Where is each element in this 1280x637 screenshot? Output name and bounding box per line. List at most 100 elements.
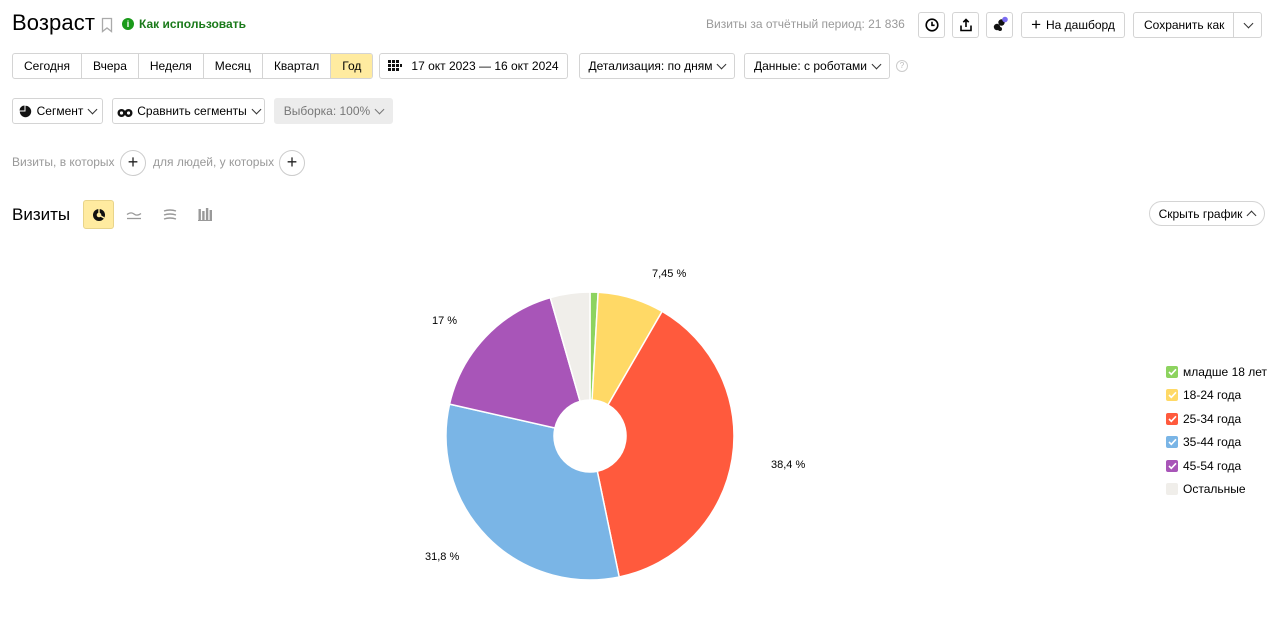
- compare-label: Сравнить сегменты: [137, 104, 247, 118]
- check-icon: [1167, 368, 1177, 376]
- legend-label: 45-54 года: [1183, 458, 1242, 473]
- legend-checkbox[interactable]: [1166, 389, 1178, 402]
- data-dropdown[interactable]: Данные: с роботами: [744, 53, 890, 79]
- bar-chart-icon: [197, 208, 212, 221]
- detail-label: Детализация: по дням: [588, 59, 713, 73]
- legend-item[interactable]: 25-34 года: [1166, 407, 1267, 431]
- pie-chart-icon: [92, 208, 105, 221]
- chevron-down-icon: [871, 59, 882, 69]
- legend-item[interactable]: 35-44 года: [1166, 431, 1267, 455]
- date-range-label: 17 окт 2023 — 16 окт 2024: [411, 59, 559, 73]
- tab-today[interactable]: Сегодня: [13, 54, 82, 78]
- help-icon[interactable]: ?: [896, 60, 908, 72]
- tab-month[interactable]: Месяц: [204, 54, 263, 78]
- detail-dropdown[interactable]: Детализация: по дням: [579, 53, 735, 79]
- line-view-button[interactable]: [118, 200, 149, 229]
- chevron-down-icon: [1243, 18, 1253, 28]
- compare-segments-dropdown[interactable]: Сравнить сегменты: [112, 98, 265, 124]
- save-as-label: Сохранить как: [1144, 18, 1225, 32]
- tab-label: Квартал: [273, 59, 320, 73]
- segment-dropdown[interactable]: Сегмент: [12, 98, 103, 124]
- tab-label: Месяц: [214, 59, 251, 73]
- check-icon: [1167, 415, 1177, 423]
- bookmark-icon[interactable]: [101, 17, 113, 33]
- howto-label: Как использовать: [139, 17, 246, 31]
- legend-label: Остальные: [1183, 482, 1246, 497]
- segment-icon: [19, 105, 31, 117]
- save-as-button[interactable]: Сохранить как: [1133, 12, 1262, 38]
- history-button[interactable]: [918, 12, 945, 38]
- chevron-down-icon: [87, 104, 98, 114]
- people-filter-label: для людей, у которых: [153, 155, 275, 169]
- sample-dropdown[interactable]: Выборка: 100%: [274, 98, 393, 124]
- legend-label: 25-34 года: [1183, 411, 1242, 426]
- tab-year[interactable]: Год: [331, 54, 373, 78]
- check-icon: [1167, 462, 1177, 470]
- legend-checkbox[interactable]: [1166, 459, 1178, 472]
- add-people-filter-button[interactable]: +: [279, 150, 305, 176]
- chevron-down-icon: [374, 104, 385, 114]
- tab-quarter[interactable]: Квартал: [263, 54, 332, 78]
- dashboard-label: На дашборд: [1046, 18, 1115, 32]
- line-chart-icon: [126, 211, 141, 219]
- legend-checkbox[interactable]: [1166, 365, 1178, 378]
- dashboard-button[interactable]: + На дашборд: [1021, 12, 1125, 38]
- pie-slice-3[interactable]: [445, 403, 621, 581]
- pie-view-button[interactable]: [83, 200, 114, 229]
- legend-label: 35-44 года: [1183, 435, 1242, 450]
- legend-checkbox[interactable]: [1166, 483, 1178, 496]
- pie-slice-2[interactable]: [596, 310, 735, 578]
- assistant-button[interactable]: [986, 12, 1013, 38]
- tab-yesterday[interactable]: Вчера: [82, 54, 139, 78]
- clock-icon: [924, 18, 939, 32]
- tab-week[interactable]: Неделя: [139, 54, 204, 78]
- hide-chart-button[interactable]: Скрыть график: [1149, 201, 1265, 226]
- tab-label: Неделя: [149, 59, 192, 73]
- chart-title: Визиты: [12, 205, 71, 224]
- tab-label: Вчера: [93, 59, 127, 73]
- area-chart-icon: [163, 208, 176, 220]
- check-icon: [1167, 392, 1177, 399]
- pie-label-45-54: 17 %: [432, 315, 458, 327]
- hide-chart-label: Скрыть график: [1158, 206, 1243, 221]
- legend-label: 18-24 года: [1183, 388, 1242, 403]
- save-as-dropdown[interactable]: [1233, 13, 1262, 37]
- calendar-icon: [388, 60, 403, 71]
- legend-item[interactable]: младше 18 лет: [1166, 360, 1267, 384]
- export-button[interactable]: [952, 12, 979, 38]
- legend-checkbox[interactable]: [1166, 412, 1178, 425]
- plus-icon: +: [127, 152, 139, 172]
- legend-item[interactable]: 18-24 года: [1166, 384, 1267, 408]
- legend-item[interactable]: 45-54 года: [1166, 454, 1267, 478]
- check-icon: [1167, 439, 1177, 446]
- legend-checkbox[interactable]: [1166, 436, 1178, 449]
- add-visit-filter-button[interactable]: +: [120, 150, 146, 176]
- chart-legend: младше 18 лет 18-24 года 25-34 года 35-4…: [1166, 360, 1267, 501]
- pie-label-35-44: 31,8 %: [425, 551, 460, 563]
- bar-view-button[interactable]: [189, 200, 220, 229]
- legend-item[interactable]: Остальные: [1166, 478, 1267, 502]
- page-title: Возраст: [12, 10, 95, 35]
- visits-filter-label: Визиты, в которых: [12, 155, 115, 169]
- info-icon: i: [122, 18, 134, 30]
- pie-chart: [445, 291, 735, 581]
- plus-icon: +: [1031, 15, 1041, 34]
- period-tabs: Сегодня Вчера Неделя Месяц Квартал Год: [12, 53, 374, 79]
- pie-slice-5[interactable]: [549, 291, 591, 403]
- legend-label: младше 18 лет: [1183, 364, 1268, 379]
- data-label: Данные: с роботами: [754, 59, 867, 73]
- pie-slice-4[interactable]: [448, 296, 581, 429]
- share-icon: [959, 18, 972, 32]
- tab-label: Год: [342, 59, 362, 73]
- plus-icon: +: [286, 152, 298, 172]
- howto-link[interactable]: i Как использовать: [122, 17, 246, 31]
- tab-label: Сегодня: [24, 59, 70, 73]
- chevron-up-icon: [1246, 210, 1257, 221]
- date-range-picker[interactable]: 17 окт 2023 — 16 окт 2024: [379, 53, 568, 79]
- pie-label-18-24: 7,45 %: [652, 268, 687, 280]
- sample-label: Выборка: 100%: [283, 104, 371, 118]
- chevron-down-icon: [251, 104, 262, 114]
- assistant-icon: [993, 16, 1008, 31]
- segment-label: Сегмент: [36, 104, 84, 118]
- area-view-button[interactable]: [154, 200, 185, 229]
